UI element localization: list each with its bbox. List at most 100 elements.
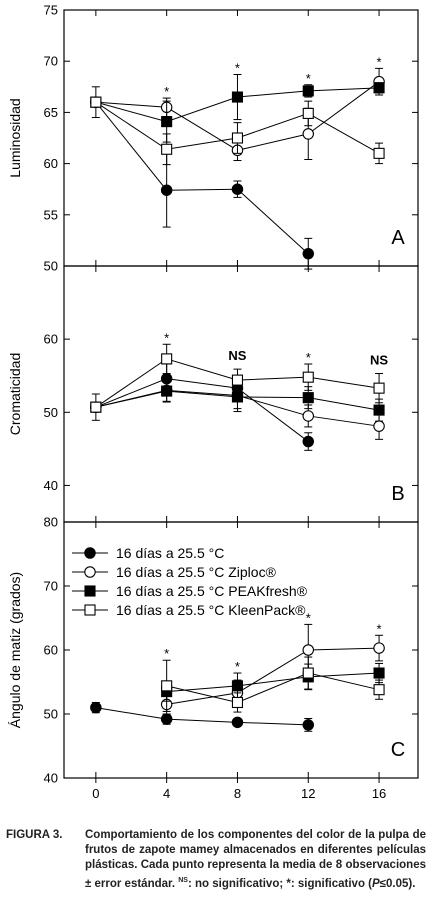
panel-a-data-point [161, 116, 173, 128]
panel-a-significance-mark: * [377, 54, 382, 69]
panel-c: 40 50 60 70 80 0 4 8 12 16 Ángulo de matiz (grados… [7, 515, 419, 801]
panel-c-significance-mark: * [235, 659, 240, 674]
panel-b-data-point [373, 420, 385, 432]
panel-a-data-point [161, 143, 173, 155]
panel-c-x-tick-label: 8 [234, 786, 241, 801]
panel-a-data-point [231, 183, 244, 195]
panel-c-series-line [166, 672, 380, 693]
panel-a-y-tick-label: 60 [44, 156, 58, 171]
panel-a-y-tick-label: 75 [44, 3, 58, 18]
caption-ns-text: : no significativo; *: significativo ( [187, 877, 372, 890]
legend-marker [84, 604, 96, 616]
panel-b-data-point [373, 404, 385, 416]
panel-b-y-tick-label: 40 [44, 478, 58, 493]
panel-c-y-tick-label: 80 [44, 515, 58, 530]
panel-b-data-point [231, 374, 244, 386]
panel-c-data-point [302, 719, 315, 731]
panel-a-y-tick-label: 50 [44, 259, 58, 274]
panel-c-data-point [302, 644, 315, 656]
panel-b-data-point [90, 401, 102, 413]
panel-a-series-4 [90, 96, 385, 166]
panel-a-data-point [302, 247, 315, 260]
panel-c-data-point [231, 696, 244, 709]
panel-b-data-point [302, 435, 315, 448]
chart-legend: 16 días a 25.5 °C 16 días a 25.5 °C Ziplo… [72, 545, 308, 618]
panel-c-series-line [166, 672, 380, 704]
figure-label: FIGURA 3. [6, 829, 63, 841]
caption-main: Comportamiento de los componentes del co… [85, 829, 426, 890]
panel-c-y-tick-label: 60 [44, 643, 58, 658]
panel-b-significance-mark: * [306, 350, 311, 365]
panel-c-series-3 [161, 662, 385, 702]
legend-marker [84, 566, 96, 578]
panel-a-y-axis-label: Luminosidad [7, 98, 23, 177]
panel-b-data-point [302, 392, 314, 404]
panel-c-data-point [302, 667, 314, 679]
panel-c-x-tick-label: 12 [301, 786, 315, 801]
panel-b-series-3 [90, 379, 385, 422]
panel-c-data-point [160, 713, 173, 725]
panel-c-x-tick-label: 16 [372, 786, 386, 801]
panel-b-data-point [161, 385, 173, 397]
caption-end: ≤0.05). [379, 877, 416, 890]
panel-b-series-line [95, 378, 309, 442]
panel-b-significance-mark: NS [370, 353, 388, 368]
panel-b-letter: B [391, 483, 404, 505]
panel-a-data-point [302, 107, 314, 119]
panel-c-x-tick-label: 4 [163, 786, 170, 801]
panel-a-series-3 [90, 74, 385, 143]
panel-a-y-tick-label: 65 [44, 105, 58, 120]
panel-a-significance-mark: * [235, 61, 240, 76]
panel-c-y-axis-label: Ángulo de matiz (grados) [7, 572, 23, 728]
panel-a-data-point [160, 184, 173, 196]
panel-a-significance-mark: * [306, 71, 311, 86]
panel-b-significance-mark: NS [228, 348, 246, 363]
panel-c-series-line [95, 707, 309, 726]
panel-a-data-point [373, 82, 385, 94]
panel-c-data-point [90, 701, 102, 714]
panel-a-series-line [95, 101, 309, 255]
panel-b-data-point [231, 391, 244, 403]
legend-label: 16 días a 25.5 °C [116, 545, 224, 561]
panel-c-series-line [166, 647, 380, 705]
panel-b: 40 50 60 Cromaticidad B * NS * NS [7, 265, 419, 523]
panel-b-y-tick-label: 50 [44, 405, 58, 420]
panel-c-series-1 [90, 701, 315, 732]
panel-a-data-point [90, 96, 102, 108]
panel-c-data-point [231, 716, 244, 729]
figure-3-charts: 505560657075LuminosidadA****405060Cromat… [7, 3, 419, 801]
panel-a-y-tick-label: 55 [44, 207, 58, 222]
panel-c-series-4 [161, 656, 385, 713]
panel-c-letter: C [391, 739, 405, 761]
panel-c-x-tick-label: 0 [92, 786, 99, 801]
legend-label: 16 días a 25.5 °C KleenPack® [116, 602, 306, 618]
panel-b-data-point [161, 353, 173, 365]
legend-marker [84, 547, 96, 559]
panel-c-data-point [161, 680, 173, 692]
panel-a-data-point [231, 91, 244, 103]
legend-label: 16 días a 25.5 °C PEAKfresh® [116, 583, 308, 599]
panel-a: 50 55 60 65 70 75 Luminosidad A * * * * [7, 3, 419, 274]
panel-c-data-point [373, 684, 385, 696]
panel-c-y-tick-label: 70 [44, 579, 58, 594]
panel-a-data-point [231, 132, 244, 144]
panel-a-series-1 [90, 96, 315, 270]
panel-c-y-tick-label: 40 [44, 771, 58, 786]
caption-ns-sup: NS [178, 877, 188, 884]
panel-b-series-1 [90, 363, 315, 451]
caption-p-symbol: P [372, 877, 380, 890]
legend-marker [84, 585, 96, 597]
panel-b-data-point [373, 382, 385, 394]
panel-a-data-point [373, 147, 385, 159]
panel-a-y-tick-label: 70 [44, 54, 58, 69]
panel-b-y-tick-label: 60 [44, 332, 58, 347]
panel-b-data-point [302, 371, 314, 383]
panel-c-y-tick-label: 50 [44, 707, 58, 722]
panel-a-data-point [302, 85, 314, 97]
panel-c-series-2 [160, 623, 385, 715]
panel-b-significance-mark: * [164, 330, 169, 345]
panel-a-significance-mark: * [164, 84, 169, 99]
legend-label: 16 días a 25.5 °C Ziploc® [116, 564, 277, 580]
panel-b-series-4 [90, 343, 385, 413]
panel-a-data-point [302, 128, 315, 140]
